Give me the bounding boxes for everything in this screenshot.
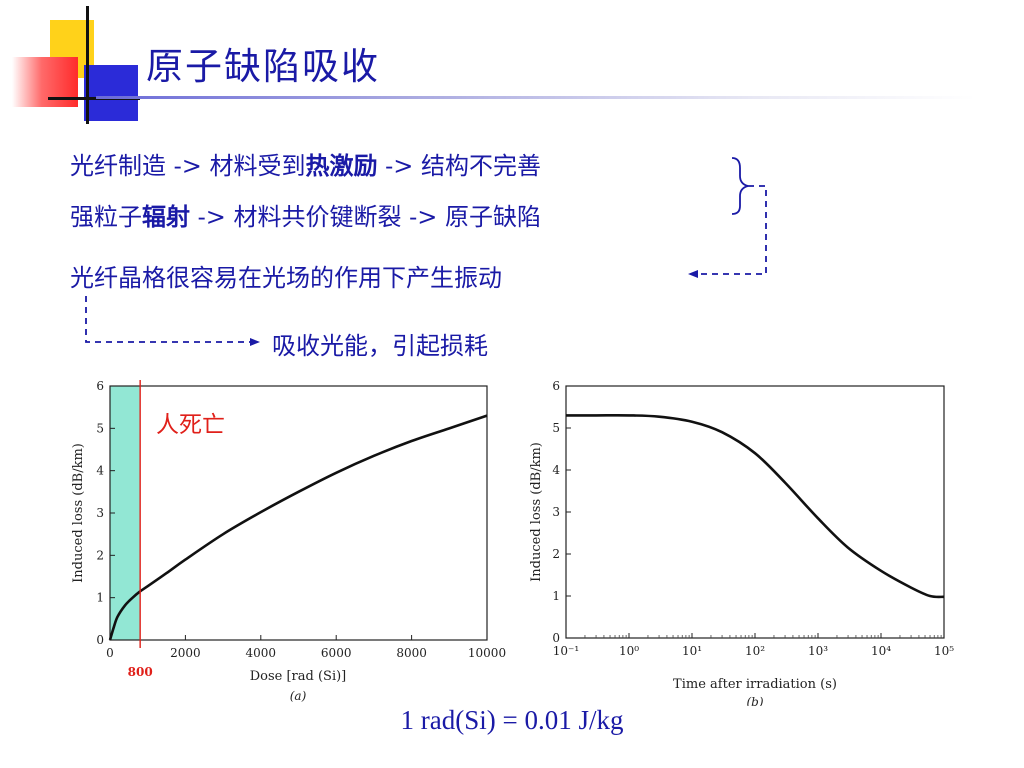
x-tick-label: 10² (745, 644, 765, 658)
decor-vertical-line (86, 6, 89, 124)
y-tick-label: 0 (96, 633, 104, 647)
y-tick-label: 5 (552, 421, 560, 435)
y-tick-label: 6 (96, 379, 104, 393)
y-tick-label: 6 (552, 379, 560, 393)
arrowhead-left (688, 270, 698, 278)
chart-caption: (a) (290, 689, 307, 703)
y-tick-label: 0 (552, 631, 560, 645)
footer-equation: 1 rad(Si) = 0.01 J/kg (400, 705, 624, 735)
text-line-1-bold: 热激励 (305, 151, 378, 180)
x-tick-label: 6000 (321, 646, 352, 660)
series-line (108, 414, 488, 641)
chart-caption: (b) (746, 695, 763, 706)
y-tick-label: 5 (96, 421, 104, 435)
text-line-1-c: -> 结构不完善 (377, 152, 541, 180)
x-tick-label: 10⁴ (871, 644, 891, 658)
plot-frame (565, 385, 945, 639)
text-line-1: 光纤制造 -> 材料受到热激励 -> 结构不完善 (70, 146, 541, 181)
x-tick-label: 4000 (246, 646, 277, 660)
text-line-2: 强粒子辐射 -> 材料共价键断裂 -> 原子缺陷 (70, 197, 541, 232)
text-line-3: 光纤晶格很容易在光场的作用下产生振动 (70, 264, 502, 292)
connector-arrows (85, 157, 767, 346)
series-line (566, 414, 945, 599)
x-tick-label: 10⁻¹ (553, 644, 579, 658)
text-line-2-bold: 辐射 (142, 202, 190, 231)
x-axis-label: Time after irradiation (s) (673, 677, 837, 692)
x-tick-label: 10⁵ (934, 644, 954, 658)
x-tick-label: 0 (106, 646, 114, 660)
x-tick-label: 10⁰ (619, 644, 639, 658)
y-tick-label: 4 (552, 463, 560, 477)
text-line-2-a: 强粒子 (70, 203, 142, 231)
x-tick-label: 2000 (170, 646, 201, 660)
y-tick-label: 3 (552, 505, 560, 519)
text-line-2-c: -> 材料共价键断裂 -> 原子缺陷 (190, 203, 541, 231)
y-tick-label: 2 (96, 548, 104, 562)
y-axis-label: Induced loss (dB/km) (71, 443, 86, 583)
dashed-connector-top (692, 185, 767, 275)
x-tick-label: 10³ (808, 644, 828, 658)
y-tick-label: 3 (96, 506, 104, 520)
title-underline (96, 96, 976, 99)
text-line-4: 吸收光能，引起损耗 (272, 332, 488, 360)
x-axis-label: Dose [rad (Si)] (250, 669, 347, 684)
shaded-region (110, 386, 141, 640)
y-tick-label: 2 (552, 547, 560, 561)
chart-a: 0 1 2 3 4 5 6 0 2000 4000 6000 8000 10000 800 人死亡 D… (71, 379, 506, 703)
text-line-1-a: 光纤制造 -> 材料受到 (70, 152, 306, 180)
x-tick-label: 10¹ (682, 644, 702, 658)
x-tick-label: 10000 (468, 646, 506, 660)
y-tick-label: 1 (96, 591, 104, 605)
y-axis-label: Induced loss (dB/km) (529, 442, 544, 582)
slide-title: 原子缺陷吸收 (146, 45, 380, 88)
decor-blue-block (84, 65, 138, 121)
x-tick-label: 8000 (396, 646, 427, 660)
y-tick-label: 4 (96, 464, 104, 478)
marker-label: 800 (128, 665, 153, 679)
dashed-connector-bottom (85, 296, 252, 343)
right-brace (731, 157, 749, 215)
annotation-text: 人死亡 (156, 412, 225, 438)
arrowhead-right (250, 338, 260, 346)
y-tick-label: 1 (552, 589, 560, 603)
decor-horizontal-line (48, 97, 140, 100)
chart-b: 0 1 2 3 4 5 6 10⁻¹ 10⁰ 10¹ 10² 10³ 10⁴ 10⁵ Time afte… (529, 379, 954, 706)
